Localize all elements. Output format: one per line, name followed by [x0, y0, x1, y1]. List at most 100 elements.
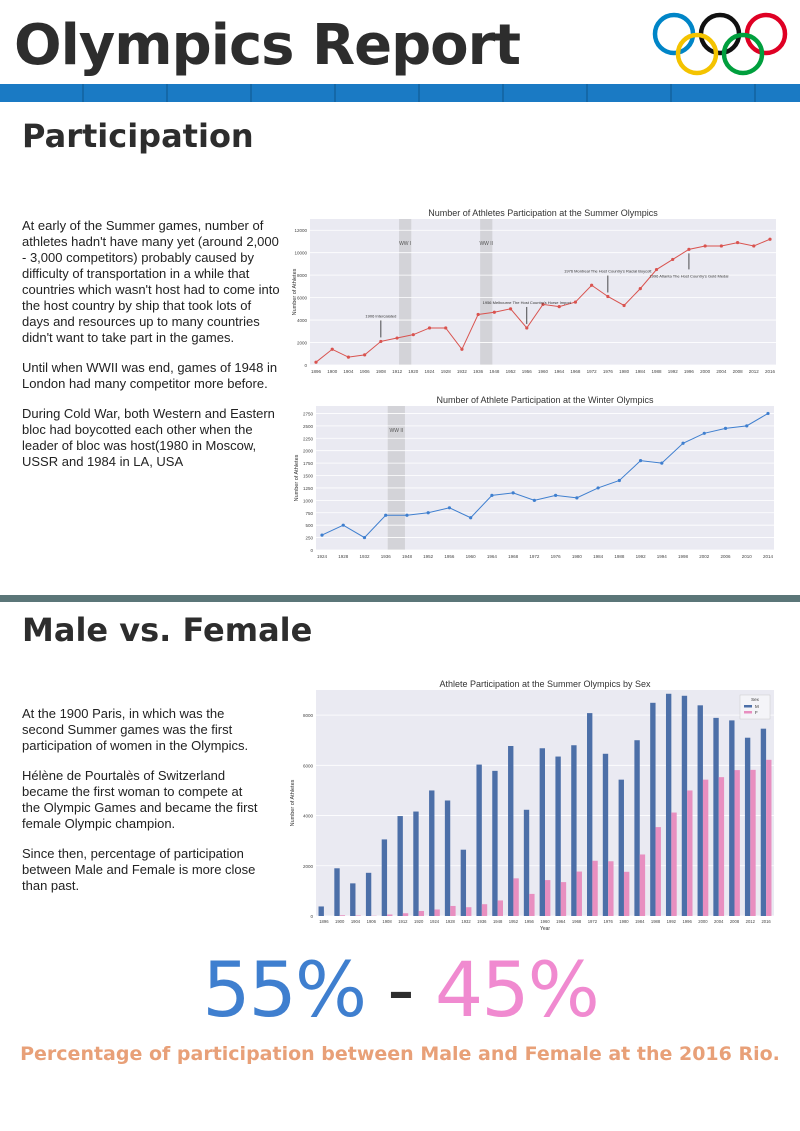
data-point — [525, 326, 529, 330]
y-tick-label: 10000 — [294, 251, 307, 256]
y-tick-label: 2000 — [303, 864, 314, 869]
y-tick-label: 1250 — [303, 486, 314, 491]
female-bar — [387, 914, 393, 916]
x-tick-label: 1908 — [382, 919, 392, 924]
x-tick-label: 1984 — [593, 554, 604, 559]
y-tick-label: 1500 — [303, 474, 314, 479]
x-tick-label: 2016 — [761, 919, 771, 924]
data-point — [752, 244, 756, 248]
data-point — [363, 353, 367, 357]
y-tick-label: 2250 — [303, 436, 314, 441]
y-tick-label: 1000 — [303, 498, 314, 503]
x-tick-label: 1936 — [381, 554, 392, 559]
x-tick-label: 1984 — [635, 369, 646, 374]
female-bar — [402, 913, 409, 916]
x-tick-label: 2014 — [763, 554, 774, 559]
y-tick-label: 0 — [310, 548, 313, 553]
percentage-separator: - — [365, 945, 435, 1034]
female-bar — [434, 909, 440, 916]
summer-athletes-chart: WW I WW II 0 2000 4000 6000 8000 10000 12000 1896… — [288, 205, 780, 380]
x-tick-label: 1984 — [635, 919, 645, 924]
data-point — [341, 523, 345, 527]
female-bar — [592, 860, 598, 916]
x-tick-label: 1976 — [551, 554, 562, 559]
female-bar — [655, 827, 661, 916]
male-bar — [634, 740, 640, 916]
y-axis-label: Number of Athletes — [294, 454, 300, 501]
male-bar — [508, 745, 514, 916]
y-tick-label: 1750 — [303, 461, 314, 466]
x-tick-label: 1924 — [424, 369, 435, 374]
x-tick-label: 1932 — [457, 369, 468, 374]
x-tick-label: 1980 — [619, 369, 630, 374]
x-tick-label: 1920 — [414, 919, 424, 924]
male-female-paragraph: Hélène de Pourtalès of Switzerland becam… — [22, 768, 258, 831]
male-bar — [429, 790, 435, 916]
legend-title: Sex — [751, 697, 760, 702]
male-bar — [713, 717, 719, 916]
data-point — [617, 478, 621, 483]
male-bar — [381, 839, 388, 916]
data-point — [671, 257, 675, 262]
data-point — [687, 247, 691, 251]
participation-paragraph: At early of the Summer games, number of … — [22, 218, 280, 345]
war-band — [480, 219, 493, 365]
y-tick-label: 0 — [304, 363, 307, 368]
x-tick-label: 1948 — [489, 369, 500, 374]
male-bar — [397, 816, 403, 916]
male-bar — [460, 849, 467, 916]
female-bar — [450, 905, 456, 916]
olympic-rings-logo — [652, 12, 788, 76]
x-tick-label: 1906 — [360, 369, 371, 374]
data-point — [346, 355, 351, 359]
female-bar — [671, 812, 677, 916]
war-band — [399, 219, 412, 365]
x-tick-label: 1960 — [540, 919, 550, 924]
legend-label: M — [755, 704, 759, 709]
y-tick-label: 12000 — [294, 228, 307, 233]
male-bar — [318, 906, 324, 916]
female-bar — [718, 777, 725, 916]
y-axis-label: Number of Athletes — [290, 779, 296, 826]
y-tick-label: 6000 — [303, 763, 314, 768]
y-tick-label: 750 — [305, 511, 313, 516]
black-ring — [698, 12, 742, 56]
percentage-caption: Percentage of participation between Male… — [20, 1043, 780, 1065]
y-tick-label: 250 — [305, 536, 313, 541]
x-tick-label: 1928 — [338, 554, 349, 559]
male-bar — [665, 693, 672, 916]
y-tick-label: 2000 — [297, 341, 308, 346]
y-tick-label: 6000 — [297, 296, 308, 301]
x-tick-label: 1960 — [538, 369, 549, 374]
y-tick-label: 2750 — [303, 411, 314, 416]
data-point — [590, 283, 594, 287]
data-point — [476, 312, 480, 317]
x-tick-label: 1972 — [529, 554, 540, 559]
y-tick-label: 500 — [305, 523, 313, 528]
male-female-text: At the 1900 Paris, in which was the seco… — [22, 706, 264, 908]
x-tick-label: 1904 — [351, 919, 361, 924]
data-point — [426, 511, 430, 515]
data-point — [622, 303, 626, 308]
female-bar — [608, 861, 614, 916]
male-female-heading: Male vs. Female — [22, 611, 313, 649]
female-bar — [355, 915, 361, 916]
x-tick-label: 1956 — [525, 919, 535, 924]
x-tick-label: 2012 — [749, 369, 760, 374]
x-tick-label: 1988 — [614, 554, 625, 559]
female-bar — [513, 878, 519, 916]
data-point — [460, 347, 464, 351]
male-bar — [571, 745, 577, 916]
x-tick-label: 1976 — [604, 919, 614, 924]
data-point — [511, 491, 515, 495]
data-point — [766, 411, 770, 416]
x-tick-label: 1912 — [398, 919, 408, 924]
data-point — [314, 360, 318, 364]
y-tick-label: 2500 — [303, 424, 314, 429]
female-bar — [734, 770, 740, 916]
data-point — [508, 307, 513, 311]
header-divider-band — [0, 84, 800, 102]
female-bar — [750, 769, 756, 916]
female-bar — [497, 900, 503, 916]
blue-ring — [652, 12, 696, 56]
